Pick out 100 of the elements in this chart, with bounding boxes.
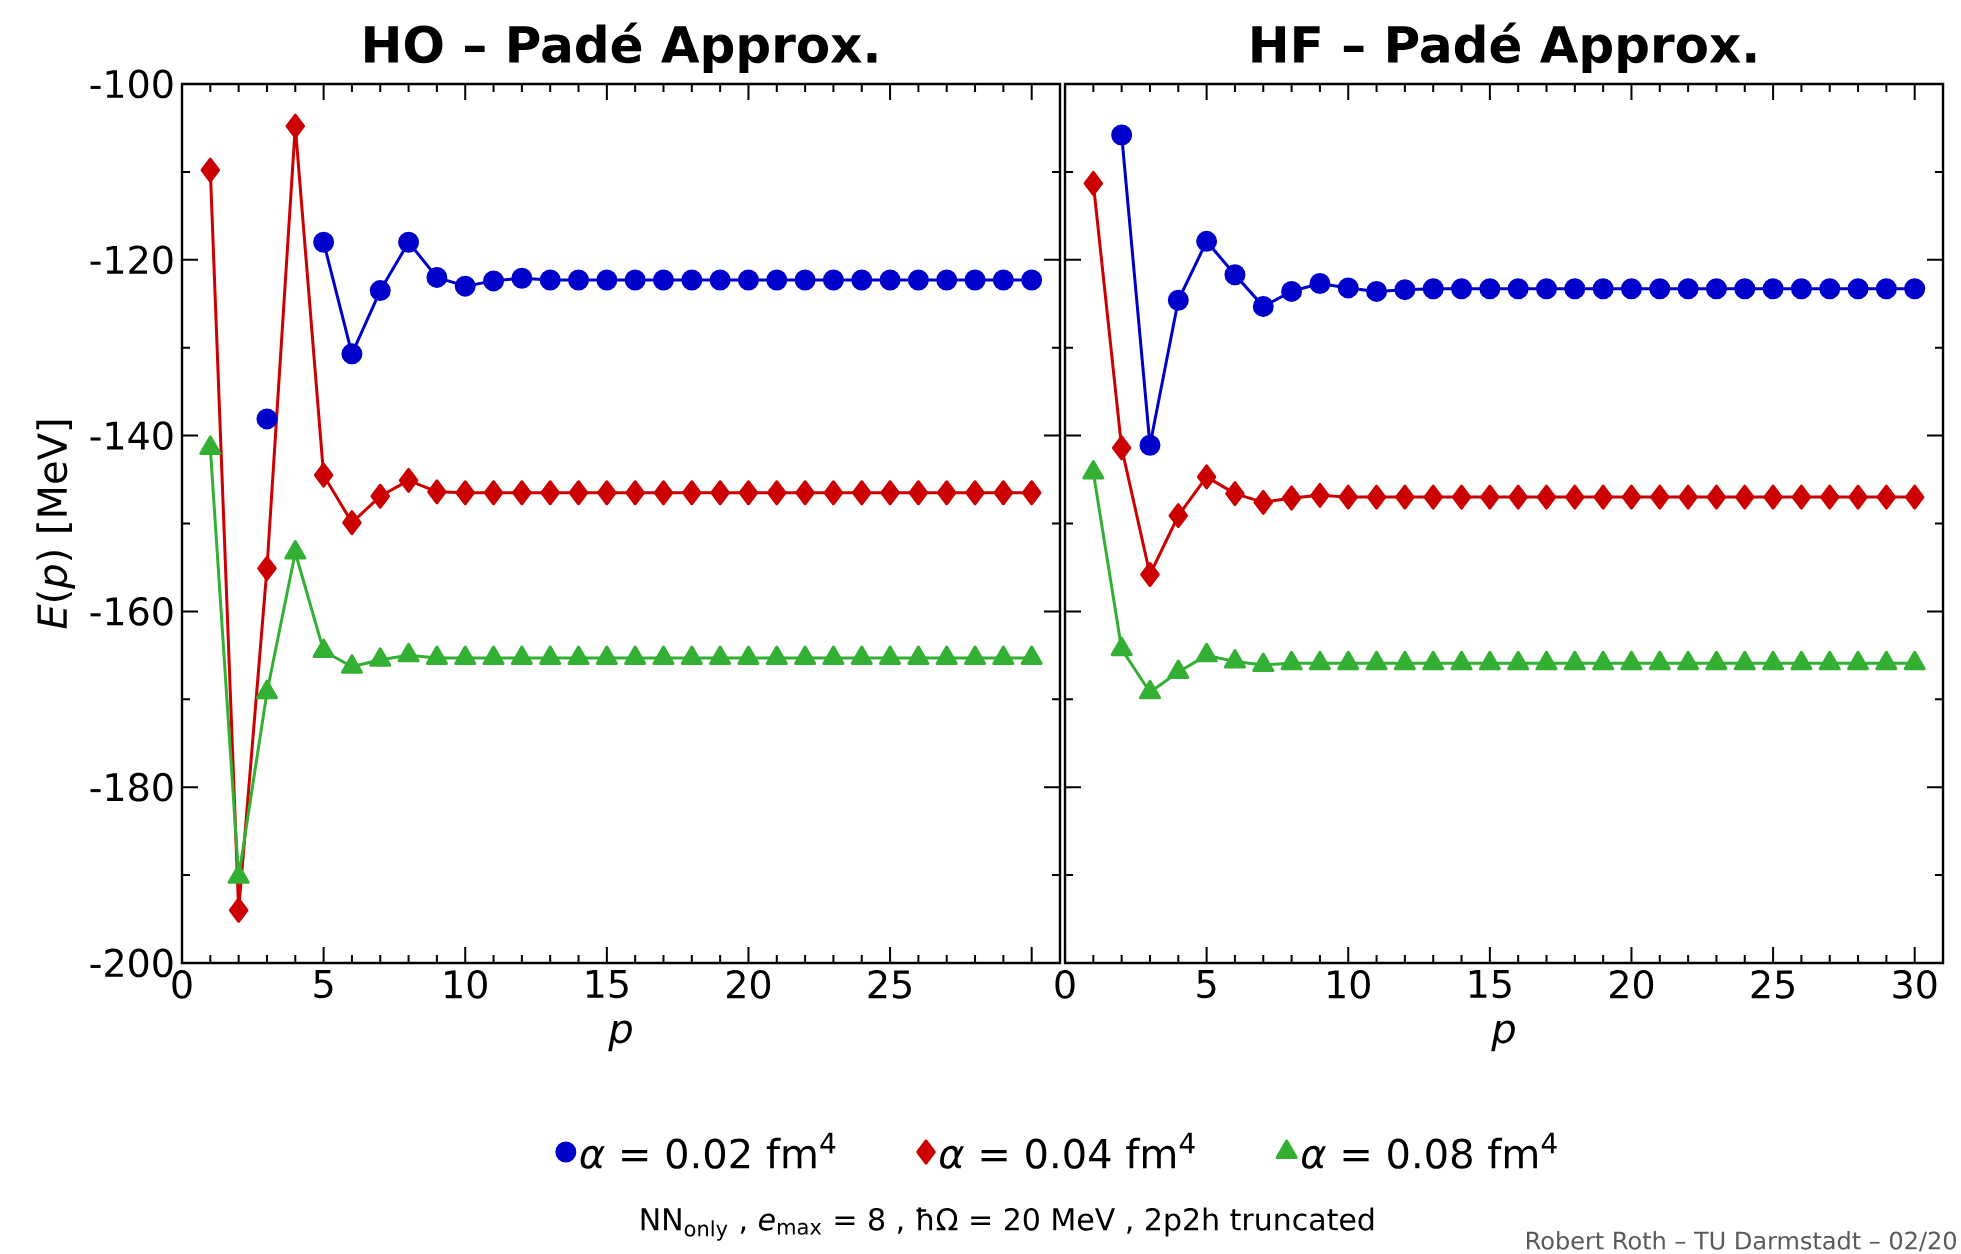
legend-label: α = 0.02 fm$^{4}$ (580, 1132, 836, 1169)
x-tick-label: 25 (868, 970, 911, 999)
point (709, 645, 732, 665)
point (992, 269, 1014, 291)
point (342, 510, 362, 536)
x-tick-label: 10 (1328, 970, 1370, 999)
point (992, 645, 1015, 665)
point (1621, 484, 1642, 510)
point (454, 645, 477, 665)
point (596, 269, 618, 291)
point (935, 645, 958, 665)
point (369, 280, 391, 302)
point (1110, 636, 1133, 657)
point (1507, 278, 1529, 300)
point (1083, 170, 1104, 196)
point (795, 480, 815, 506)
point (1818, 650, 1841, 671)
point (880, 480, 900, 506)
y-tick-label: -180 (90, 772, 173, 802)
point (1733, 650, 1756, 671)
point (1735, 484, 1755, 510)
point (1847, 650, 1870, 671)
point (1252, 295, 1274, 317)
point (1480, 484, 1500, 510)
legend-label: α = 0.08 fm$^{4}$ (1302, 1132, 1557, 1169)
point (1281, 280, 1303, 302)
point (1762, 650, 1785, 671)
point (652, 269, 674, 291)
x-tick-label: 5 (1197, 970, 1216, 999)
chart-title: HF – Padé Approx. (1252, 22, 1756, 73)
x-tick-label: 0 (1055, 970, 1075, 999)
point (1338, 484, 1358, 510)
point (1677, 650, 1700, 671)
y-tick-label: -160 (90, 597, 173, 626)
point (907, 645, 930, 665)
point (284, 540, 307, 560)
point (1310, 482, 1330, 508)
point (255, 679, 278, 700)
point (1648, 650, 1671, 671)
point (1819, 278, 1841, 300)
point (539, 269, 561, 291)
point (1536, 278, 1557, 300)
point (822, 269, 844, 291)
point (1309, 273, 1331, 295)
point (965, 480, 985, 506)
point (710, 480, 730, 506)
point (1848, 484, 1868, 510)
point (794, 645, 817, 665)
point (1620, 650, 1643, 671)
point (595, 645, 618, 665)
point (1535, 650, 1558, 671)
point (1225, 481, 1245, 507)
point (1252, 652, 1275, 673)
point (767, 480, 787, 506)
point (680, 645, 703, 665)
point (1678, 484, 1698, 510)
point (1451, 484, 1472, 510)
x-tick-label: 10 (445, 970, 487, 999)
x-tick-label: 15 (586, 970, 628, 999)
point (822, 645, 845, 665)
point (597, 480, 617, 506)
point (1308, 650, 1331, 671)
point (1168, 503, 1189, 529)
point (483, 270, 505, 292)
point (1536, 484, 1557, 510)
x-tick-label: 20 (727, 970, 771, 999)
point (1564, 278, 1586, 300)
point (1734, 278, 1756, 300)
point (1593, 484, 1613, 510)
y-tick-label: -140 (90, 421, 173, 450)
point (1620, 278, 1642, 300)
point (397, 642, 420, 663)
y-axis-title: E(p) [MeV] (36, 420, 76, 629)
point (200, 157, 221, 183)
x-tick-label: 30 (1893, 970, 1937, 999)
point (285, 113, 306, 139)
point (907, 269, 929, 291)
point (1876, 484, 1897, 510)
point (709, 269, 731, 291)
point (823, 480, 844, 506)
point (370, 483, 391, 509)
point (681, 269, 703, 291)
point (1875, 278, 1897, 300)
point (1021, 269, 1043, 291)
point (1677, 278, 1699, 300)
point (1223, 648, 1246, 669)
point (427, 479, 447, 505)
point (850, 645, 873, 665)
point (1337, 277, 1359, 299)
point (1791, 484, 1812, 510)
point (1138, 679, 1162, 700)
point (1423, 484, 1443, 510)
point (1139, 434, 1161, 456)
point (1507, 650, 1530, 671)
point (1395, 484, 1415, 510)
point (1253, 489, 1274, 515)
point (1111, 435, 1132, 461)
point (1167, 659, 1190, 680)
point (1280, 650, 1303, 671)
x-tick-label: 5 (314, 970, 333, 999)
